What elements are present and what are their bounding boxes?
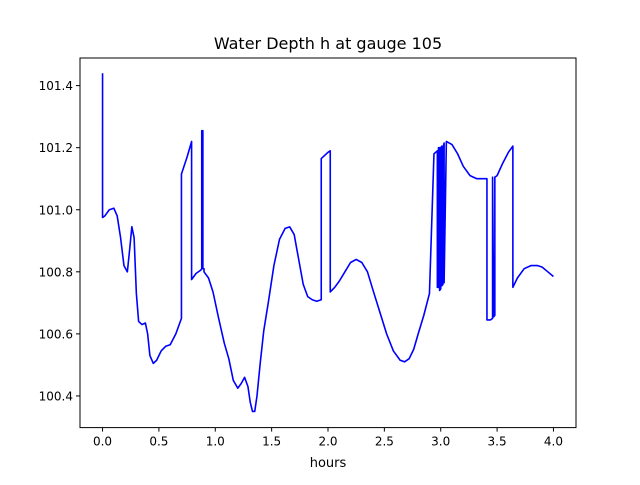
y-tick-label: 101.4 [39,79,73,93]
y-tick-label: 100.4 [39,389,73,403]
series-layer [101,73,554,413]
x-axis: 0.0 0.5 1.0 1.5 2.0 2.5 3.0 3.5 4.0 [93,427,563,449]
y-axis: 100.4 100.6 100.8 101.0 101.2 101.4 [39,79,80,403]
y-tick-label: 101.2 [39,141,73,155]
x-tick-label: 0.5 [149,435,168,449]
x-tick-label: 1.5 [262,435,281,449]
y-tick-label: 101.0 [39,203,73,217]
x-tick-label: 3.5 [488,435,507,449]
x-tick-label: 4.0 [544,435,563,449]
series-line-1 [101,73,554,413]
x-tick-label: 2.0 [318,435,337,449]
x-tick-label: 2.5 [375,435,394,449]
x-tick-label: 1.0 [206,435,225,449]
x-axis-label: hours [310,456,347,471]
y-tick-label: 100.6 [39,327,73,341]
x-tick-label: 3.0 [431,435,450,449]
chart-title: Water Depth h at gauge 105 [214,34,442,53]
y-tick-label: 100.8 [39,265,73,279]
x-tick-label: 0.0 [93,435,112,449]
